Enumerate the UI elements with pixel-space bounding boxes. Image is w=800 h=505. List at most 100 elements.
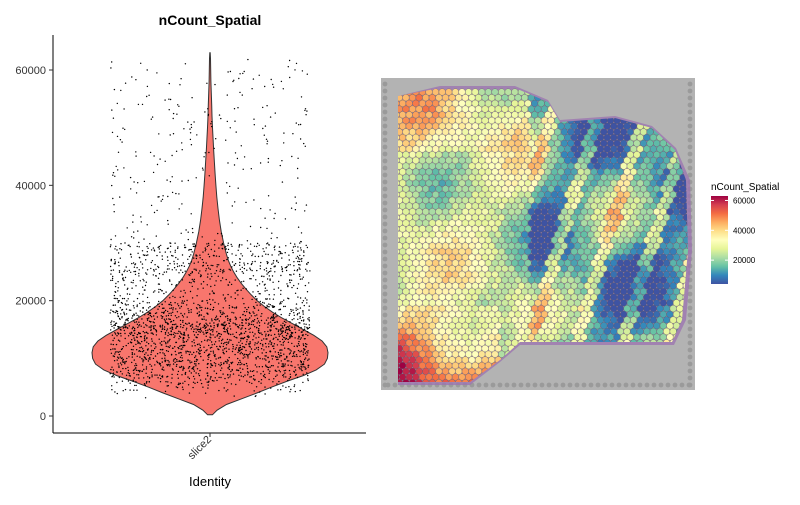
jitter-point (301, 350, 302, 351)
jitter-point (152, 116, 153, 117)
tissue-spot (531, 146, 538, 153)
tissue-spot (601, 322, 608, 329)
tissue-spot (512, 191, 519, 198)
tissue-spot (624, 271, 631, 278)
jitter-point (196, 295, 197, 296)
tissue-spot (413, 191, 420, 198)
jitter-point (145, 324, 146, 325)
jitter-point (241, 281, 242, 282)
tissue-spot (498, 169, 505, 176)
jitter-point (293, 352, 294, 353)
tissue-spot (611, 271, 618, 278)
tissue-spot (502, 186, 509, 193)
jitter-point (223, 294, 224, 295)
jitter-point (137, 324, 138, 325)
tissue-spot (630, 328, 637, 335)
tissue-spot (630, 134, 637, 141)
tissue-spot (568, 334, 575, 341)
jitter-point (290, 365, 291, 366)
tissue-spot (426, 134, 433, 141)
jitter-point (193, 280, 194, 281)
tissue-spot (403, 163, 410, 170)
jitter-point (294, 386, 295, 387)
jitter-point (258, 341, 259, 342)
tissue-spot (591, 260, 598, 267)
tissue-spot (432, 260, 439, 267)
jitter-point (299, 276, 300, 277)
tissue-spot (594, 265, 601, 272)
jitter-point (249, 353, 250, 354)
tissue-spot (535, 106, 542, 113)
tissue-spot (680, 243, 687, 250)
tissue-spot (403, 117, 410, 124)
jitter-point (275, 328, 276, 329)
tissue-spot (650, 305, 657, 312)
tissue-spot (462, 208, 469, 215)
jitter-point (120, 307, 121, 308)
tissue-spot (452, 157, 459, 164)
jitter-point (154, 290, 155, 291)
jitter-point (294, 324, 295, 325)
tissue-spot (495, 117, 502, 124)
jitter-point (227, 252, 228, 253)
tissue-spot (521, 151, 528, 158)
jitter-point (304, 329, 305, 330)
jitter-point (268, 379, 269, 380)
jitter-point (173, 363, 174, 364)
tissue-spot (505, 191, 512, 198)
tissue-spot (465, 294, 472, 301)
jitter-point (136, 315, 137, 316)
tissue-spot (528, 220, 535, 227)
tissue-spot (413, 226, 420, 233)
tissue-spot (667, 186, 674, 193)
jitter-point (140, 280, 141, 281)
jitter-point (226, 248, 227, 249)
tissue-spot (416, 106, 423, 113)
jitter-point (261, 340, 262, 341)
tissue-spot (512, 214, 519, 221)
jitter-point (147, 269, 148, 270)
tissue-spot (663, 294, 670, 301)
tissue-spot (594, 288, 601, 295)
jitter-point (123, 108, 124, 109)
tissue-spot (469, 243, 476, 250)
jitter-point (160, 349, 161, 350)
tissue-spot (446, 351, 453, 358)
jitter-point (241, 375, 242, 376)
jitter-point (116, 344, 117, 345)
jitter-point (253, 324, 254, 325)
jitter-point (289, 313, 290, 314)
tissue-spot (508, 288, 515, 295)
tissue-spot (488, 265, 495, 272)
tissue-spot (680, 197, 687, 204)
tissue-spot (495, 243, 502, 250)
jitter-point (118, 363, 119, 364)
jitter-point (304, 110, 305, 111)
jitter-point (182, 322, 183, 323)
jitter-point (256, 298, 257, 299)
tissue-spot (446, 294, 453, 301)
tissue-spot (561, 277, 568, 284)
jitter-point (205, 393, 206, 394)
jitter-point (120, 90, 121, 91)
jitter-point (289, 282, 290, 283)
jitter-point (132, 282, 133, 283)
jitter-point (188, 367, 189, 368)
tissue-spot (488, 174, 495, 181)
jitter-point (142, 104, 143, 105)
tissue-spot (399, 134, 406, 141)
jitter-point (199, 323, 200, 324)
tissue-spot (482, 174, 489, 181)
tissue-spot (663, 305, 670, 312)
jitter-point (166, 179, 167, 180)
jitter-point (280, 165, 281, 166)
tissue-spot (627, 186, 634, 193)
tissue-spot (495, 334, 502, 341)
jitter-point (288, 255, 289, 256)
jitter-point (223, 362, 224, 363)
tissue-spot (581, 129, 588, 136)
tissue-spot (538, 317, 545, 324)
tissue-spot (594, 208, 601, 215)
jitter-point (192, 251, 193, 252)
jitter-point (281, 301, 282, 302)
